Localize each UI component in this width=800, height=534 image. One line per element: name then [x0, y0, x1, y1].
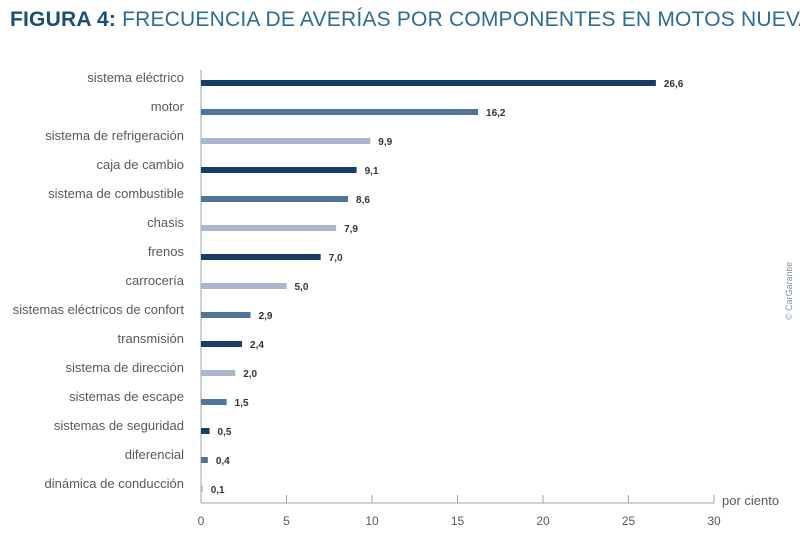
value-label: 2,9	[259, 311, 273, 322]
x-tick-label: 30	[707, 514, 721, 528]
category-label: sistema de dirección	[66, 360, 185, 375]
bar	[201, 428, 210, 434]
bar	[201, 283, 287, 289]
value-label: 7,0	[329, 253, 343, 264]
value-label: 16,2	[486, 108, 506, 119]
value-label: 26,6	[664, 79, 684, 90]
value-label: 9,9	[378, 137, 392, 148]
bar	[201, 167, 357, 173]
category-label: sistemas eléctricos de confort	[13, 302, 185, 317]
bar	[201, 254, 321, 260]
value-label: 8,6	[356, 195, 370, 206]
category-label: sistema eléctrico	[87, 70, 184, 85]
category-label: sistemas de escape	[69, 389, 184, 404]
x-axis-unit-label: por ciento	[722, 493, 779, 508]
value-label: 2,4	[250, 340, 264, 351]
category-label: diferencial	[125, 447, 184, 462]
chart-title: FIGURA 4: FRECUENCIA DE AVERÍAS POR COMP…	[10, 8, 800, 32]
x-tick-label: 20	[536, 514, 550, 528]
category-label: sistema de combustible	[48, 186, 184, 201]
category-label: transmisión	[118, 331, 184, 346]
value-label: 1,5	[235, 398, 249, 409]
value-label: 7,9	[344, 224, 358, 235]
value-label: 5,0	[295, 282, 309, 293]
title-text: FRECUENCIA DE AVERÍAS POR COMPONENTES EN…	[122, 8, 800, 31]
bar	[201, 370, 236, 376]
bar	[201, 109, 479, 115]
bar	[201, 486, 203, 492]
x-tick-label: 15	[451, 514, 465, 528]
bar	[201, 80, 656, 86]
category-label: frenos	[148, 244, 185, 259]
x-tick-label: 0	[198, 514, 205, 528]
category-label: dinámica de conducción	[45, 476, 184, 491]
copyright-credit: © CarGarantie	[784, 261, 794, 320]
figure-label: FIGURA 4:	[10, 8, 117, 31]
x-tick-label: 10	[365, 514, 379, 528]
category-label: chasis	[147, 215, 184, 230]
value-label: 0,5	[218, 427, 232, 438]
category-label: sistemas de seguridad	[54, 418, 184, 433]
value-label: 0,1	[211, 485, 225, 496]
bar	[201, 312, 251, 318]
bar	[201, 196, 349, 202]
category-label: carrocería	[125, 273, 184, 288]
bar	[201, 225, 337, 231]
category-label: caja de cambio	[97, 157, 184, 172]
bar	[201, 457, 208, 463]
value-label: 9,1	[365, 166, 379, 177]
value-label: 0,4	[216, 456, 230, 467]
bar	[201, 138, 371, 144]
value-label: 2,0	[243, 369, 257, 380]
category-label: motor	[151, 99, 185, 114]
category-label: sistema de refrigeración	[45, 128, 184, 143]
x-tick-label: 5	[283, 514, 290, 528]
bar	[201, 341, 243, 347]
x-tick-label: 25	[622, 514, 636, 528]
bar	[201, 399, 227, 405]
